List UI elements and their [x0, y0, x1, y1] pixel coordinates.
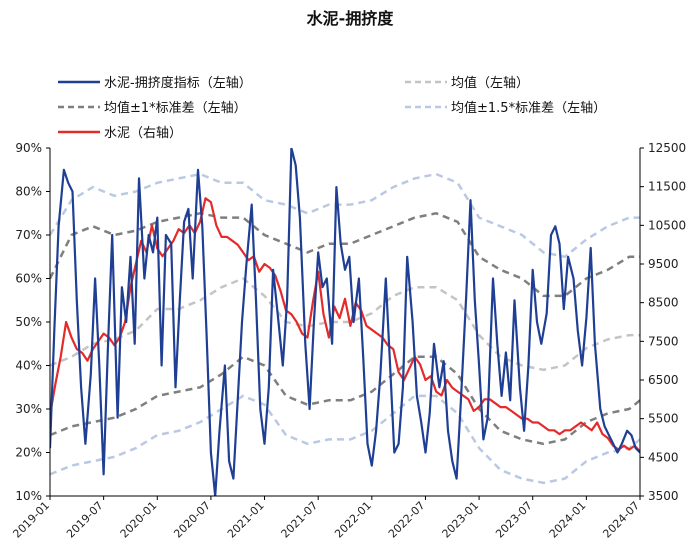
y-left-tick-label: 60% — [15, 272, 42, 286]
legend-label: 水泥-拥挤度指标（左轴） — [104, 75, 252, 91]
x-tick-label: 2022-07 — [386, 499, 428, 541]
series-line-std15-lower — [50, 394, 640, 485]
legend-item: 水泥-拥挤度指标（左轴） — [58, 75, 252, 91]
y-left-tick-label: 40% — [15, 359, 42, 373]
legend-label: 均值（左轴） — [451, 75, 529, 91]
legend-item: 均值（左轴） — [405, 75, 529, 91]
y-left-tick-label: 20% — [15, 446, 42, 460]
y-left-tick-label: 90% — [15, 141, 42, 155]
y-left-tick-label: 30% — [15, 402, 42, 416]
series-line-std1-lower — [50, 355, 640, 446]
x-tick-label: 2019-01 — [10, 499, 52, 541]
x-tick-label: 2024-01 — [547, 499, 589, 541]
y-right-tick-label: 5500 — [648, 412, 679, 426]
y-right-tick-label: 6500 — [648, 373, 679, 387]
y-right-tick-label: 4500 — [648, 450, 679, 464]
legend-item: 均值±1.5*标准差（左轴） — [405, 100, 606, 116]
x-tick-label: 2020-01 — [118, 499, 160, 541]
series-layer — [50, 148, 640, 496]
x-tick-label: 2022-01 — [332, 499, 374, 541]
x-tick-label: 2020-07 — [171, 499, 213, 541]
x-tick-label: 2023-07 — [493, 499, 535, 541]
x-tick-label: 2021-07 — [279, 499, 321, 541]
legend-item: 均值±1*标准差（左轴） — [58, 100, 247, 116]
y-right-tick-label: 11500 — [648, 180, 686, 194]
x-tick-label: 2021-01 — [225, 499, 267, 541]
series-line-mean — [50, 277, 640, 372]
plot-area — [50, 148, 640, 496]
series-line-crowding — [50, 148, 640, 496]
y-right-tick-label: 7500 — [648, 334, 679, 348]
x-tick-label: 2023-01 — [440, 499, 482, 541]
series-line-std1-upper — [50, 212, 640, 298]
y-right-tick-label: 8500 — [648, 296, 679, 310]
legend-label: 均值±1.5*标准差（左轴） — [451, 100, 606, 116]
y-right-tick-label: 3500 — [648, 489, 679, 503]
legend-label: 水泥（右轴） — [104, 126, 182, 141]
x-tick-label: 2019-07 — [64, 499, 106, 541]
y-right-tick-label: 10500 — [648, 218, 686, 232]
y-right-tick-label: 9500 — [648, 257, 679, 271]
y-left-tick-label: 70% — [15, 228, 42, 242]
y-left-tick-label: 50% — [15, 315, 42, 329]
chart-title: 水泥-拥挤度 — [307, 9, 395, 28]
legend-label: 均值±1*标准差（左轴） — [104, 100, 247, 116]
y-left-tick-label: 80% — [15, 185, 42, 199]
y-right-tick-label: 12500 — [648, 141, 686, 155]
legend: 水泥-拥挤度指标（左轴） 均值（左轴） 均值±1*标准差（左轴） 均值±1.5*标准差… — [58, 75, 606, 141]
y-left-tick-label: 10% — [15, 489, 42, 503]
x-tick-label: 2024-07 — [600, 499, 642, 541]
legend-item: 水泥（右轴） — [58, 126, 182, 141]
